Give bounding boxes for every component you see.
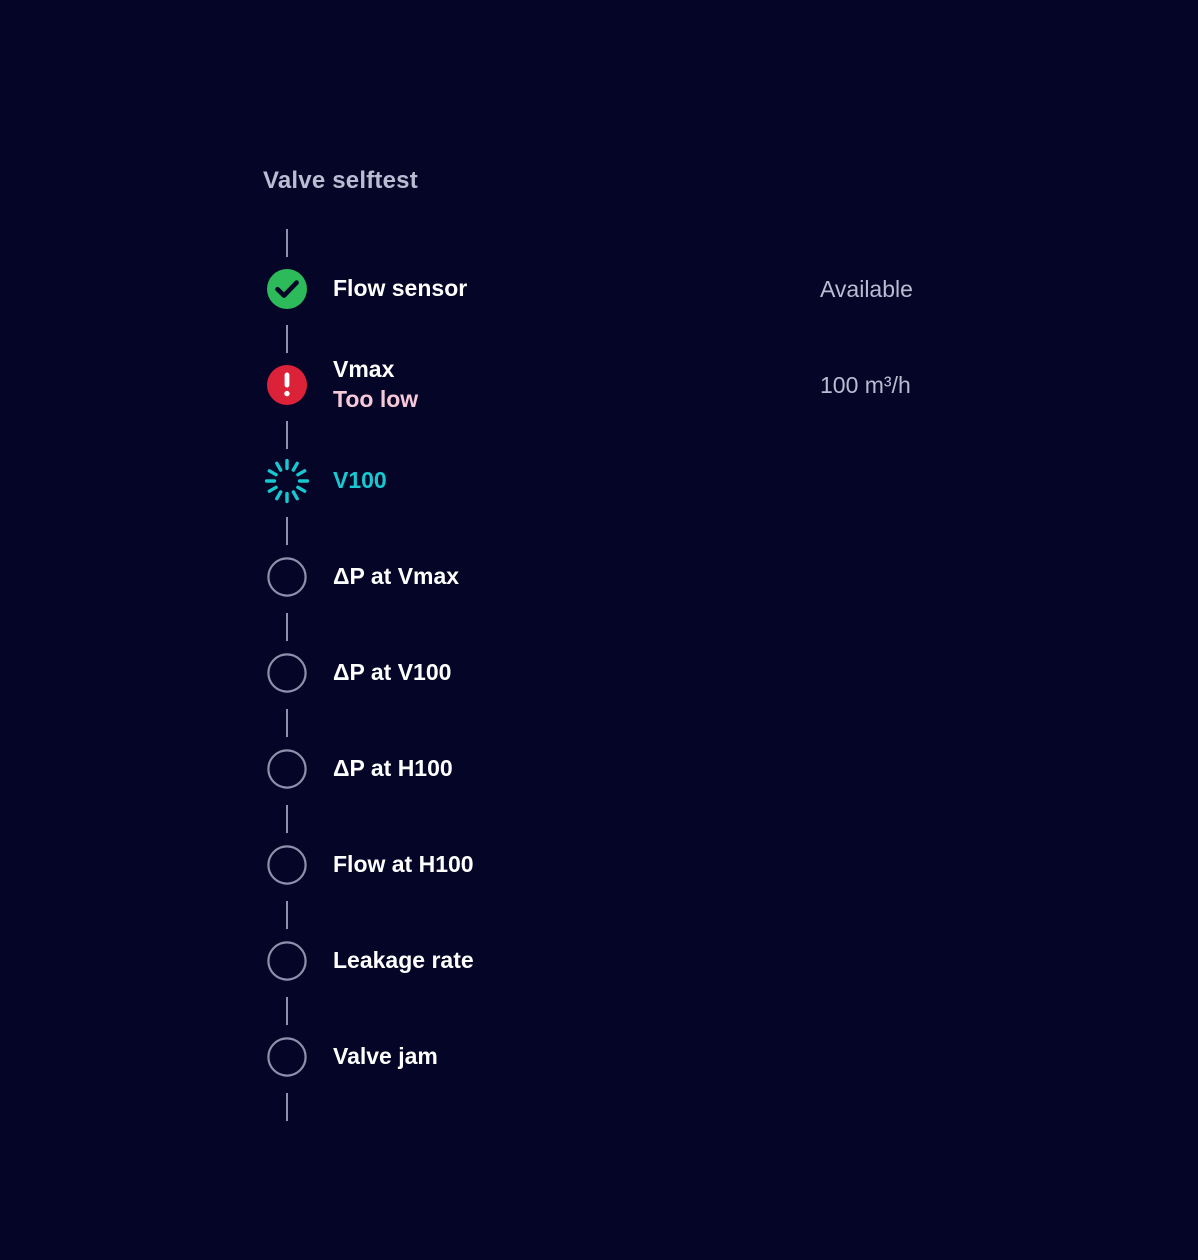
step-connector <box>286 613 288 641</box>
step-connector <box>286 997 288 1025</box>
page-title: Valve selftest <box>263 167 418 194</box>
step-label: Flow sensor <box>333 275 468 302</box>
step-label-group: ΔP at V100 <box>333 639 451 707</box>
step-item[interactable]: Valve jam <box>263 1023 1023 1121</box>
empty-circle-icon <box>263 553 311 601</box>
check-circle-icon <box>263 265 311 313</box>
step-value: Available <box>820 275 913 302</box>
step-label-group: Flow sensor <box>333 255 467 323</box>
step-item[interactable]: Leakage rate <box>263 927 1023 1025</box>
step-label-group: Leakage rate <box>333 927 474 995</box>
step-connector <box>286 325 288 353</box>
step-item[interactable]: V100 <box>263 447 1023 545</box>
step-label: Flow at H100 <box>333 851 474 878</box>
empty-circle-icon <box>263 937 311 985</box>
step-label: ΔP at V100 <box>333 659 452 686</box>
step-value: 100 m³/h <box>820 371 911 398</box>
selftest-stepper: Flow sensor Available Vmax Too low 100 m³/h V… <box>263 229 1023 1121</box>
step-label-group: Flow at H100 <box>333 831 474 899</box>
step-connector <box>286 229 288 257</box>
empty-circle-icon <box>263 649 311 697</box>
spinner-icon <box>263 457 311 505</box>
error-circle-icon <box>263 361 311 409</box>
step-item[interactable]: Flow sensor Available <box>263 229 1023 353</box>
empty-circle-icon <box>263 841 311 889</box>
step-connector <box>286 901 288 929</box>
empty-circle-icon <box>263 745 311 793</box>
step-connector <box>286 805 288 833</box>
step-label: ΔP at H100 <box>333 755 453 782</box>
step-label-group: ΔP at Vmax <box>333 543 459 611</box>
step-label: Vmax <box>333 356 395 383</box>
step-sublabel: Too low <box>333 386 419 412</box>
step-label: Leakage rate <box>333 947 474 974</box>
step-label: V100 <box>333 467 387 494</box>
step-item[interactable]: Vmax Too low 100 m³/h <box>263 351 1023 449</box>
step-connector <box>286 517 288 545</box>
step-connector <box>286 709 288 737</box>
empty-circle-icon <box>263 1033 311 1081</box>
step-label-group: Valve jam <box>333 1023 438 1091</box>
step-item[interactable]: Flow at H100 <box>263 831 1023 929</box>
step-connector <box>286 1093 288 1121</box>
step-connector <box>286 421 288 449</box>
step-label: Valve jam <box>333 1043 438 1070</box>
step-item[interactable]: ΔP at Vmax <box>263 543 1023 641</box>
step-item[interactable]: ΔP at H100 <box>263 735 1023 833</box>
step-label-group: V100 <box>333 447 387 515</box>
step-item[interactable]: ΔP at V100 <box>263 639 1023 737</box>
step-label-group: ΔP at H100 <box>333 735 453 803</box>
step-label: ΔP at Vmax <box>333 563 460 590</box>
step-label-group: Vmax Too low <box>333 351 418 419</box>
